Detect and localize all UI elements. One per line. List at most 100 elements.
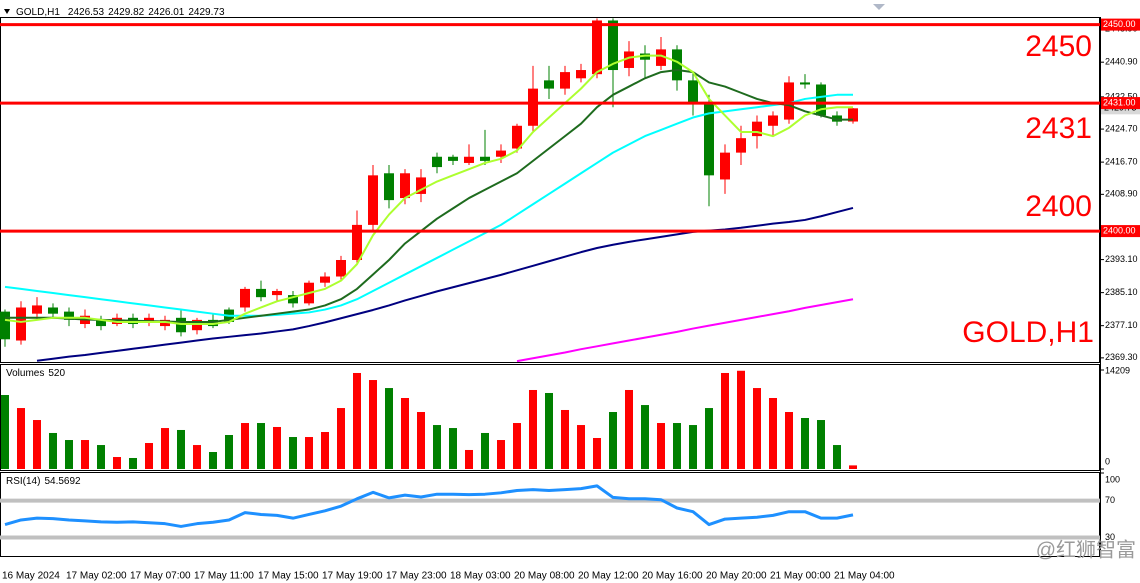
chart-header: GOLD,H1 2426.53 2429.82 2426.01 2429.73: [16, 7, 225, 18]
candle-body: [768, 115, 778, 126]
x-tick-label: 20 May 08:00: [514, 571, 575, 582]
x-tick-label: 21 May 04:00: [834, 571, 895, 582]
candle-body: [336, 259, 346, 277]
candle-body: [848, 108, 858, 122]
y-tick-label: 14209: [1105, 365, 1130, 375]
y-tick-label: 2440.90: [1105, 57, 1138, 67]
candle-body: [144, 317, 154, 322]
volume-bar: [305, 437, 313, 469]
candle-body: [416, 177, 426, 194]
moving-average: [516, 298, 854, 362]
x-tick-label: 17 May 19:00: [322, 571, 383, 582]
candle-body: [496, 150, 506, 157]
volume-bar: [833, 445, 841, 469]
volume-bar: [417, 412, 425, 469]
volume-bar: [209, 451, 217, 469]
candle-body: [448, 156, 458, 161]
candle-body: [752, 121, 762, 137]
main-panel-frame: [0, 17, 1100, 363]
candle-body: [640, 53, 650, 60]
volume-bar: [193, 445, 201, 469]
candle-body: [736, 138, 746, 153]
volume-bar: [561, 409, 569, 469]
volume-bar: [65, 440, 73, 469]
candle-body: [672, 49, 682, 81]
candle-body: [624, 51, 634, 68]
level-axis-box: [1101, 97, 1140, 110]
header-high: 2429.82: [108, 7, 145, 18]
volume-label: Volumes 520: [6, 368, 65, 379]
volume-bar: [113, 457, 121, 469]
candle-body: [320, 276, 330, 283]
candle-body: [0, 311, 10, 340]
header-open: 2426.53: [68, 7, 105, 18]
y-tick-label: 2408.90: [1105, 189, 1138, 199]
shift-marker: [873, 4, 885, 10]
volume-bar: [17, 408, 25, 469]
volume-bar: [1, 395, 9, 469]
x-tick-label: 18 May 03:00: [450, 571, 511, 582]
volume-bar: [673, 423, 681, 469]
level-axis-label: 2400.00: [1103, 225, 1136, 235]
symbol: GOLD,H1: [16, 7, 60, 18]
volume-bar: [481, 432, 489, 469]
volume-bar: [625, 389, 633, 469]
candle-body: [384, 173, 394, 201]
volume-bar: [433, 425, 441, 469]
candle-body: [368, 175, 378, 225]
candle-body: [608, 20, 618, 71]
symbol-annotation: GOLD,H1: [962, 316, 1094, 349]
y-tick-label: 70: [1105, 495, 1115, 505]
candle-body: [96, 319, 106, 327]
x-tick-label: 17 May 02:00: [66, 571, 127, 582]
candle-body: [176, 317, 186, 333]
candle-body: [160, 319, 170, 327]
level-axis-box: [1101, 225, 1140, 238]
volume-bar: [849, 465, 857, 469]
volume-panel-frame: [0, 364, 1100, 471]
volume-bar: [817, 420, 825, 469]
candle-body: [400, 173, 410, 199]
candle-body: [784, 82, 794, 120]
candle-body: [816, 84, 826, 116]
x-tick-label: 17 May 23:00: [386, 571, 447, 582]
candle-body: [528, 88, 538, 126]
volume-bar: [81, 440, 89, 469]
volume-bar: [241, 423, 249, 469]
volume-bar: [273, 426, 281, 469]
volume-bar: [657, 423, 665, 469]
panel: 30 70 100: [1100, 472, 1120, 542]
volume-bar: [353, 372, 361, 469]
watermark: @红狮智富: [1036, 538, 1136, 561]
volume-bar: [513, 423, 521, 469]
y-tick-label: 2424.70: [1105, 123, 1138, 133]
y-tick-label: 30: [1105, 532, 1115, 542]
volume-bar: [705, 408, 713, 469]
panel: [0, 18, 1100, 362]
menu-arrow[interactable]: [4, 9, 10, 14]
volume-bar: [609, 412, 617, 469]
candle-body: [256, 288, 266, 298]
volume-bar: [497, 440, 505, 469]
volume-bar: [465, 449, 473, 469]
candle-body: [352, 224, 362, 260]
volume-bar: [321, 432, 329, 469]
volume-bar: [641, 405, 649, 469]
x-tick-label: 17 May 07:00: [130, 571, 191, 582]
y-tick-label: 2432.50: [1105, 91, 1138, 101]
volume-bar: [289, 437, 297, 469]
candle-body: [64, 311, 74, 320]
candle-body: [704, 103, 714, 176]
candle-body: [688, 80, 698, 104]
volume-bar: [721, 372, 729, 469]
y-tick-label: 2377.10: [1105, 320, 1138, 330]
volume-bar: [33, 420, 41, 469]
header-close: 2429.73: [188, 7, 225, 18]
volume-bar: [545, 392, 553, 469]
volume-bar: [801, 417, 809, 469]
volume-bar: [129, 457, 137, 469]
level-annotation: 2400: [1025, 190, 1092, 223]
rsi-title: RSI(14): [6, 476, 40, 487]
candle-body: [288, 295, 298, 304]
